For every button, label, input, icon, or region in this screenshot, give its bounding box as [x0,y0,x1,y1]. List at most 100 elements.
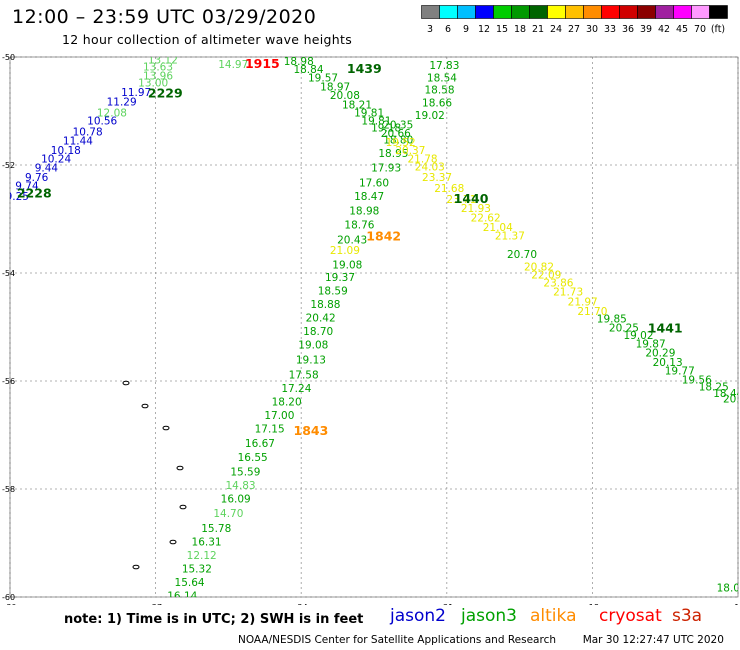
island-shape [162,425,170,431]
wave-height-value: 12.08 [97,107,127,119]
scale-label: 27 [568,24,580,35]
wave-height-value: 20.25 [609,322,639,334]
wave-height-value: 20.08 [330,90,360,102]
wave-height-value: 17.60 [359,178,389,190]
wave-height-value: 18.97 [320,81,350,93]
wave-height-value: 18.88 [310,299,340,311]
wave-height-value: 18.95 [378,148,408,160]
footer-credit: NOAA/NESDIS Center for Satellite Applica… [238,634,724,646]
wave-height-value: 23.71 [446,194,476,206]
lat-tick-label: -52 [2,161,15,170]
pass-time-label: 1841 [473,45,508,60]
scale-label: 36 [622,24,634,35]
scale-label: 39 [640,24,652,35]
scale-label: 33 [604,24,616,35]
scale-label: 3 [427,24,433,35]
wave-height-color-scale: 3 6 9 12 15 18 21 24 27 30 33 36 39 42 45 70 (ft) [421,5,728,35]
wave-height-value: 18.70 [303,326,333,338]
wave-height-value: 20.43 [337,234,367,246]
wave-height-value: 20.42 [306,313,336,325]
lat-tick-label: -58 [2,485,15,494]
wave-height-value: 22.62 [471,213,501,225]
pass-time-label: 1441 [648,320,683,335]
wave-height-value: 19.08 [298,340,328,352]
wave-height-value: 19.23 [284,48,314,60]
scale-label: 6 [445,24,451,35]
wave-height-value: 19.81 [354,107,384,119]
pass-time-label: 2229 [148,86,183,101]
wave-height-value: 15.78 [201,523,231,535]
scale-label: 18 [514,24,526,35]
scale-label: 70 [694,24,706,35]
scale-label: 42 [658,24,670,35]
wave-height-value: 9.76 [25,172,49,184]
pass-time-label: 1439 [347,61,382,76]
wave-height-value: 18.59 [318,286,348,298]
wave-height-value: 19.08 [332,260,362,272]
wave-height-value: 19.13 [296,355,326,367]
wave-height-value: 18.25 [699,382,729,394]
legend-cryosat: cryosat [599,606,662,626]
wave-height-value: 19.81 [361,116,391,128]
island-shape [122,380,130,386]
wave-height-value: 11.44 [63,135,93,147]
pass-time-label: 2228 [17,185,52,200]
wave-height-value: 21.68 [434,183,464,195]
wave-height-value: 21.73 [553,287,583,299]
wave-height-value: 17.58 [289,369,319,381]
wave-height-value: 18.98 [349,206,379,218]
wave-height-value: 20.66 [381,128,411,140]
wave-height-value: 19.18 [371,123,401,135]
wave-height-value: 21.37 [495,231,525,243]
scale-label: (ft) [711,24,725,35]
wave-height-value: 20.29 [645,348,675,360]
wave-height-value: 10.24 [41,153,71,165]
wave-height-value: 20.82 [524,261,554,273]
wave-height-value: 18.09 [424,48,454,60]
wave-height-value: 10.56 [87,116,117,128]
wave-height-value: 17.24 [281,383,311,395]
wave-height-value: 13.00 [138,78,168,90]
wave-height-value: 24.03 [415,161,445,173]
wave-height-value: 18.80 [383,134,413,146]
wave-height-value: 14.83 [226,480,256,492]
scale-label: 15 [496,24,508,35]
wave-height-value: 19.56 [682,375,712,387]
wave-height-value: 18.21 [342,99,372,111]
pass-time-label: 1842 [366,229,401,244]
wave-height-value: 18.44 [713,388,740,400]
wave-height-value: 21.78 [408,153,438,165]
legend-jason2: jason2 [390,606,446,626]
page-subtitle: 12 hour collection of altimeter wave hei… [62,32,353,47]
wave-height-value: 17.00 [264,410,294,422]
wave-height-value: 13.63 [143,62,173,74]
lat-tick-label: -54 [2,269,15,278]
wave-height-value: 14.97 [218,59,248,71]
wave-height-value: 11.29 [107,97,137,109]
wave-height-value: 21.70 [577,306,607,318]
lon-tick-label: -27 [149,603,162,605]
island-shape [141,403,149,409]
wave-height-value: 18.76 [344,220,374,232]
map-frame [9,56,739,598]
wave-height-value: 16.31 [192,537,222,549]
scale-label: 9 [463,24,469,35]
wave-height-value: 16.09 [221,494,251,506]
wave-height-value: 15.32 [182,564,212,576]
lat-tick-label: -56 [2,377,15,386]
scale-label: 45 [676,24,688,35]
wave-height-value: 22.09 [531,269,561,281]
wave-height-value: 18.98 [284,56,314,68]
island-shape [176,465,184,471]
wave-height-value: 18.84 [293,64,323,76]
lon-tick-label: -24 [295,603,308,605]
lon-tick-label: -21 [440,603,453,605]
wave-height-value: 21.93 [461,203,491,215]
legend-jason3: jason3 [461,606,517,626]
lon-tick-label: -18 [586,603,599,605]
wave-height-value: 15.64 [175,577,205,589]
wave-height-value: 19.37 [325,272,355,284]
scale-label: 21 [532,24,544,35]
wave-height-value: 19.02 [623,330,653,342]
island-shape [179,504,187,510]
